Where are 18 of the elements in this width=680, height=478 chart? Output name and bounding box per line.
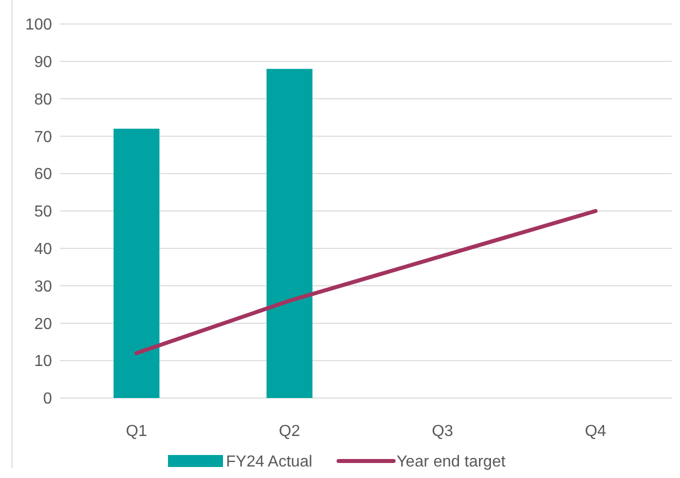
x-tick-label: Q1 — [126, 423, 148, 440]
x-tick-label: Q4 — [584, 423, 606, 440]
y-tick-label: 90 — [34, 54, 52, 71]
y-tick-label: 10 — [34, 353, 52, 370]
y-tick-label: 60 — [34, 166, 52, 184]
line-series — [134, 209, 598, 356]
x-tick-label: Q2 — [278, 423, 300, 440]
legend-label: FY24 Actual — [226, 454, 312, 471]
x-tick-label: Q3 — [432, 423, 454, 440]
legend-label: Year end target — [396, 454, 506, 471]
y-tick-label: 0 — [43, 390, 52, 408]
y-tick-label: 40 — [34, 241, 52, 258]
y-tick-label: 20 — [34, 316, 52, 333]
y-tick-label: 50 — [34, 204, 52, 221]
y-tick-label: 100 — [25, 16, 52, 34]
y-tick-label: 70 — [34, 128, 52, 146]
y-tick-label: 80 — [34, 91, 52, 108]
y-tick-label: 30 — [34, 278, 52, 296]
